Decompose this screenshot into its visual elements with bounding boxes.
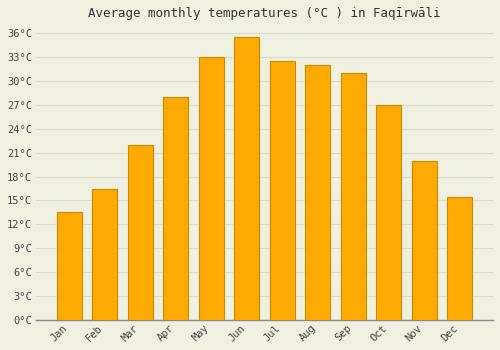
Bar [448, 196, 472, 320]
Bar [234, 37, 260, 320]
Bar [376, 105, 402, 320]
Bar [341, 73, 366, 320]
Bar [412, 161, 437, 320]
Bar [92, 189, 117, 320]
Bar [128, 145, 152, 320]
Bar [199, 57, 224, 320]
Bar [164, 97, 188, 320]
Bar [57, 212, 82, 320]
Bar [306, 65, 330, 320]
Title: Average monthly temperatures (°C ) in Faqīrwāli: Average monthly temperatures (°C ) in Fa… [88, 7, 441, 20]
Bar [270, 61, 295, 320]
